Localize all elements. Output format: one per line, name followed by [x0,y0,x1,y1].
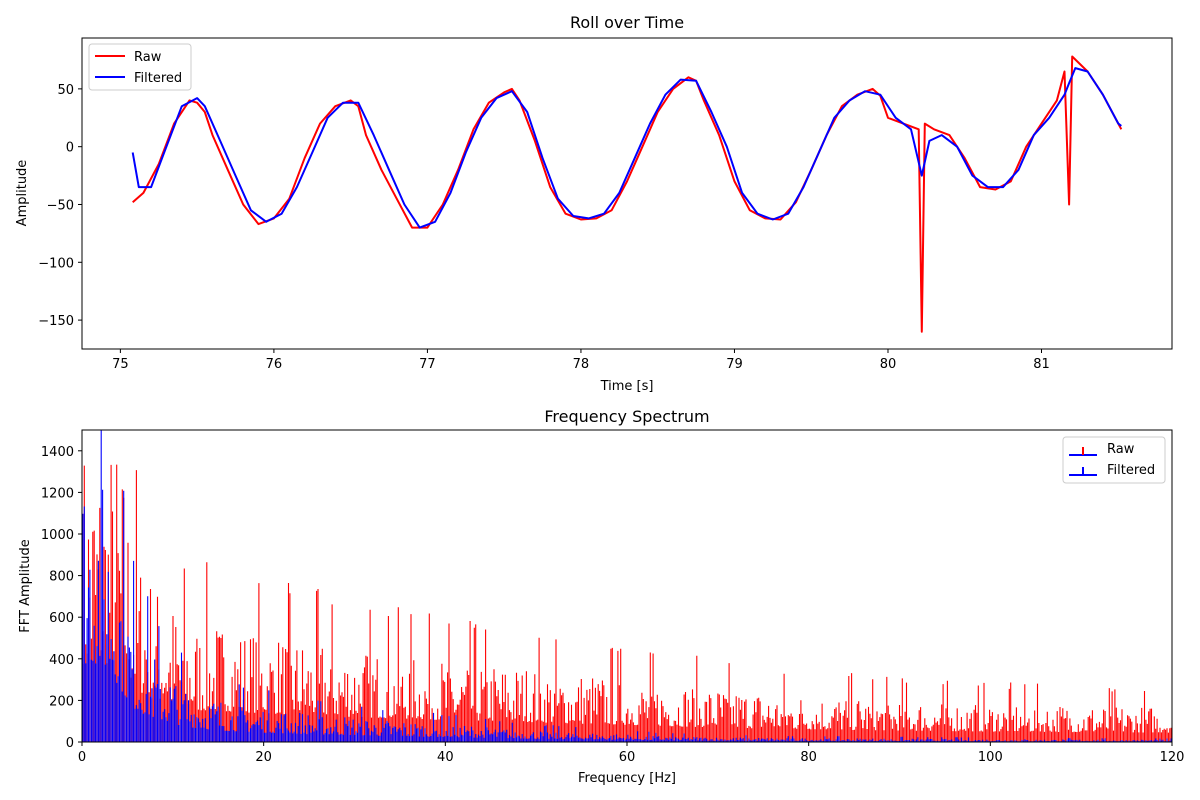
roll-over-time-chart: Roll over Time Time [s] Amplitude 75 76 77… [15,13,1173,394]
y-tick-label: 50 [57,83,74,98]
chart-title-roll: Roll over Time [570,13,684,32]
y-tick-label: 400 [49,653,74,668]
roll-series-raw [132,55,1123,333]
spectrum-series-filtered [82,430,1172,742]
x-tick-label: 40 [437,750,454,765]
spectrum-legend: Raw Filtered [1062,436,1166,484]
frequency-spectrum-chart: Frequency Spectrum Frequency [Hz] FFT Am… [18,407,1184,786]
y-axis-label-amplitude: Amplitude [15,160,30,227]
chart-title-spectrum: Frequency Spectrum [544,407,709,426]
legend-raw-label-spectrum: Raw [1107,442,1135,457]
y-tick-label: 0 [66,141,74,156]
y-tick-label: −150 [38,314,74,329]
x-tick-label: 80 [880,357,897,372]
roll-axis-ticks: 75 76 77 78 79 80 81 −150 −100 −50 0 50 [38,83,1049,372]
legend-raw-label: Raw [134,50,162,65]
roll-series-filtered [131,67,1122,229]
x-axis-label-frequency: Frequency [Hz] [578,771,676,786]
roll-plot-area [131,55,1123,333]
spectrum-plot-area [82,430,1172,742]
y-tick-label: 200 [49,694,74,709]
x-tick-label: 76 [266,357,283,372]
y-axis-label-fft: FFT Amplitude [18,539,33,632]
spectrum-legend-box [1062,436,1166,484]
roll-plot-frame [81,37,1173,350]
x-tick-label: 77 [419,357,436,372]
x-axis-label-time: Time [s] [600,379,654,394]
x-tick-label: 75 [112,357,129,372]
x-tick-label: 120 [1160,750,1185,765]
y-tick-label: 1000 [41,528,74,543]
x-tick-label: 60 [619,750,636,765]
x-tick-label: 78 [573,357,590,372]
y-tick-label: 600 [49,611,74,626]
y-tick-label: −50 [47,198,74,213]
spectrum-series-raw [82,464,1172,742]
x-tick-label: 0 [78,750,86,765]
x-tick-label: 20 [255,750,272,765]
x-tick-label: 100 [978,750,1003,765]
y-tick-label: 800 [49,570,74,585]
legend-filtered-label-spectrum: Filtered [1107,463,1155,478]
x-tick-label: 80 [800,750,817,765]
x-tick-label: 81 [1033,357,1050,372]
spectrum-plot-frame [81,429,1173,743]
roll-legend: Raw Filtered [88,43,192,91]
y-tick-label: 1400 [41,445,74,460]
legend-filtered-label: Filtered [134,71,182,86]
y-tick-label: 1200 [41,486,74,501]
y-tick-label: 0 [66,736,74,751]
x-tick-label: 79 [726,357,743,372]
y-tick-label: −100 [38,256,74,271]
